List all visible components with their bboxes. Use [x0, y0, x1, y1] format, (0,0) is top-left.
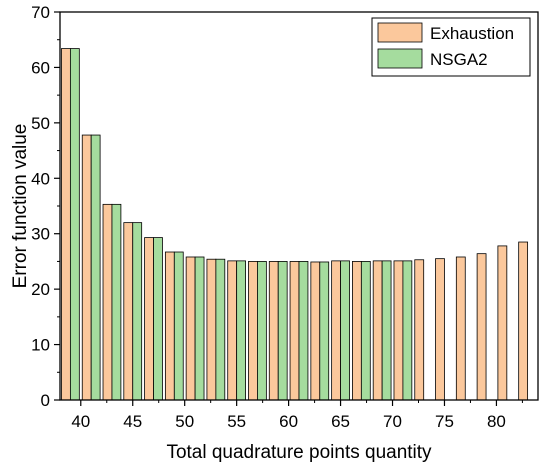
y-tick-label: 20 — [31, 280, 50, 299]
y-tick-label: 50 — [31, 114, 50, 133]
bar-exhaustion-81 — [497, 245, 508, 401]
x-tick-label: 65 — [331, 412, 350, 431]
bar-nsga2-55 — [236, 260, 246, 401]
bar-nsga2-57 — [257, 261, 267, 401]
legend-swatch-exhaustion — [377, 22, 423, 43]
bar-nsga2-69 — [381, 260, 392, 401]
bar-exhaustion-69 — [372, 260, 383, 401]
y-tick-label: 70 — [31, 3, 50, 22]
legend: Exhaustion NSGA2 — [371, 17, 531, 77]
bar-nsga2-59 — [277, 261, 288, 401]
bar-nsga2-47 — [153, 237, 163, 401]
y-tick-label: 0 — [41, 391, 50, 410]
y-tick-label: 10 — [31, 336, 50, 355]
bar-exhaustion-55 — [227, 260, 238, 401]
bar-exhaustion-53 — [206, 258, 217, 401]
x-tick-label: 75 — [435, 412, 454, 431]
bar-nsga2-39 — [69, 48, 80, 401]
bar-exhaustion-83 — [518, 241, 529, 401]
x-tick-label: 50 — [175, 412, 194, 431]
y-tick-label: 60 — [31, 58, 50, 77]
x-axis-ticks: 40 45 50 55 60 65 70 75 80 — [71, 400, 523, 431]
bar-exhaustion-63 — [310, 261, 321, 401]
bar-exhaustion-75 — [435, 258, 445, 401]
bar-nsga2-53 — [215, 258, 226, 401]
bar-nsga2-43 — [111, 203, 122, 401]
y-axis-ticks: 0 10 20 30 40 50 60 70 — [31, 3, 60, 410]
legend-label-nsga2: NSGA2 — [430, 50, 488, 69]
bar-exhaustion-73 — [414, 259, 425, 401]
x-tick-label: 40 — [71, 412, 90, 431]
y-tick-label: 30 — [31, 225, 50, 244]
bar-nsga2-67 — [360, 261, 371, 401]
bar-exhaustion-39 — [61, 48, 71, 401]
y-tick-label: 40 — [31, 169, 50, 188]
bar-nsga2-63 — [319, 261, 330, 401]
x-axis-label: Total quadrature points quantity — [166, 442, 432, 463]
bar-exhaustion-65 — [331, 260, 341, 401]
bar-nsga2-41 — [90, 134, 101, 401]
bar-nsga2-45 — [132, 222, 143, 401]
bar-nsga2-65 — [340, 260, 350, 401]
x-tick-label: 70 — [383, 412, 402, 431]
bar-exhaustion-59 — [268, 261, 279, 401]
bar-exhaustion-49 — [164, 251, 175, 401]
legend-label-exhaustion: Exhaustion — [430, 24, 514, 43]
bar-exhaustion-41 — [81, 134, 92, 401]
x-tick-label: 60 — [279, 412, 298, 431]
bar-nsga2-49 — [173, 251, 184, 401]
x-tick-label: 55 — [227, 412, 246, 431]
bar-nsga2-61 — [298, 261, 309, 401]
bar-exhaustion-51 — [185, 256, 196, 401]
bar-exhaustion-77 — [455, 256, 466, 401]
bar-exhaustion-45 — [123, 222, 134, 401]
x-tick-label: 45 — [123, 412, 142, 431]
bar-exhaustion-43 — [102, 203, 113, 401]
x-tick-label: 80 — [487, 412, 506, 431]
bar-exhaustion-47 — [144, 237, 154, 401]
bars-group — [61, 48, 529, 401]
bar-nsga2-71 — [402, 260, 413, 401]
bar-exhaustion-67 — [352, 261, 362, 401]
bar-nsga2-51 — [194, 256, 205, 401]
bar-exhaustion-57 — [248, 261, 258, 401]
legend-swatch-nsga2 — [377, 48, 423, 69]
y-axis-label: Error function value — [10, 124, 31, 289]
bar-exhaustion-79 — [476, 253, 487, 401]
bar-exhaustion-61 — [289, 261, 300, 401]
bar-exhaustion-71 — [393, 260, 404, 401]
